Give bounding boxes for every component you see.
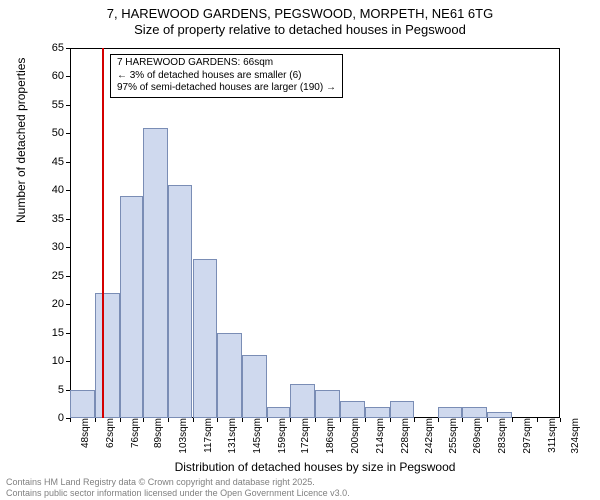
x-tick-label: 200sqm	[344, 418, 361, 454]
x-tick-label: 186sqm	[319, 418, 336, 454]
footer-line2: Contains public sector information licen…	[6, 488, 350, 498]
x-tick-label: 103sqm	[172, 418, 189, 454]
y-tick-mark	[66, 333, 70, 334]
histogram-bar	[267, 407, 290, 418]
annotation-box: 7 HAREWOOD GARDENS: 66sqm← 3% of detache…	[110, 54, 343, 98]
x-tick-mark	[120, 418, 121, 422]
histogram-bar	[290, 384, 315, 418]
y-tick-mark	[66, 276, 70, 277]
reference-line	[102, 48, 104, 418]
footer-line1: Contains HM Land Registry data © Crown c…	[6, 477, 350, 487]
footer-attribution: Contains HM Land Registry data © Crown c…	[6, 477, 350, 498]
x-tick-mark	[267, 418, 268, 422]
x-tick-label: 131sqm	[221, 418, 238, 454]
x-tick-label: 228sqm	[394, 418, 411, 454]
x-tick-label: 48sqm	[74, 418, 91, 448]
y-tick-mark	[66, 190, 70, 191]
chart-title-line1: 7, HAREWOOD GARDENS, PEGSWOOD, MORPETH, …	[0, 6, 600, 22]
histogram-bar	[70, 390, 95, 418]
x-tick-mark	[217, 418, 218, 422]
histogram-bar	[242, 355, 267, 418]
chart-title-block: 7, HAREWOOD GARDENS, PEGSWOOD, MORPETH, …	[0, 6, 600, 39]
x-tick-mark	[242, 418, 243, 422]
x-tick-label: 145sqm	[246, 418, 263, 454]
x-tick-mark	[70, 418, 71, 422]
y-tick-mark	[66, 361, 70, 362]
x-tick-mark	[512, 418, 513, 422]
histogram-bar	[315, 390, 340, 418]
annotation-line: 7 HAREWOOD GARDENS: 66sqm	[117, 57, 336, 70]
histogram-bar	[95, 293, 120, 418]
y-tick-mark	[66, 247, 70, 248]
histogram-bar	[365, 407, 390, 418]
x-tick-label: 214sqm	[369, 418, 386, 454]
x-axis-label: Distribution of detached houses by size …	[70, 460, 560, 474]
x-tick-label: 269sqm	[466, 418, 483, 454]
x-tick-mark	[290, 418, 291, 422]
x-tick-label: 324sqm	[564, 418, 581, 454]
annotation-line: 97% of semi-detached houses are larger (…	[117, 82, 336, 95]
histogram-bar	[487, 412, 512, 418]
histogram-bar	[462, 407, 487, 418]
x-tick-label: 172sqm	[294, 418, 311, 454]
figure: 7, HAREWOOD GARDENS, PEGSWOOD, MORPETH, …	[0, 0, 600, 500]
x-tick-label: 76sqm	[124, 418, 141, 448]
x-tick-label: 242sqm	[418, 418, 435, 454]
x-tick-mark	[438, 418, 439, 422]
y-tick-mark	[66, 76, 70, 77]
y-tick-mark	[66, 133, 70, 134]
x-tick-label: 283sqm	[491, 418, 508, 454]
histogram-bar	[168, 185, 193, 418]
x-tick-label: 62sqm	[99, 418, 116, 448]
histogram-bar	[217, 333, 242, 418]
x-tick-label: 117sqm	[197, 418, 214, 453]
x-tick-mark	[143, 418, 144, 422]
x-tick-label: 297sqm	[516, 418, 533, 454]
x-tick-mark	[462, 418, 463, 422]
x-tick-mark	[365, 418, 366, 422]
histogram-bar	[143, 128, 168, 418]
histogram-bar	[390, 401, 415, 418]
plot-area: 0510152025303540455055606548sqm62sqm76sq…	[70, 48, 560, 418]
x-tick-mark	[168, 418, 169, 422]
y-tick-mark	[66, 304, 70, 305]
y-axis-label: Number of detached properties	[14, 58, 28, 223]
histogram-bar	[340, 401, 365, 418]
histogram-bar	[120, 196, 143, 418]
x-tick-label: 159sqm	[271, 418, 288, 454]
x-tick-mark	[315, 418, 316, 422]
x-tick-mark	[537, 418, 538, 422]
y-tick-mark	[66, 48, 70, 49]
y-tick-mark	[66, 105, 70, 106]
annotation-line: ← 3% of detached houses are smaller (6)	[117, 70, 336, 83]
y-tick-mark	[66, 162, 70, 163]
x-tick-label: 255sqm	[442, 418, 459, 454]
x-tick-label: 311sqm	[541, 418, 558, 453]
y-tick-mark	[66, 219, 70, 220]
x-tick-label: 89sqm	[147, 418, 164, 448]
x-tick-mark	[193, 418, 194, 422]
histogram-bar	[193, 259, 218, 418]
x-tick-mark	[560, 418, 561, 422]
histogram-bar	[438, 407, 463, 418]
x-tick-mark	[487, 418, 488, 422]
x-tick-mark	[390, 418, 391, 422]
x-tick-mark	[340, 418, 341, 422]
x-tick-mark	[95, 418, 96, 422]
x-tick-mark	[414, 418, 415, 422]
chart-title-line2: Size of property relative to detached ho…	[0, 22, 600, 38]
